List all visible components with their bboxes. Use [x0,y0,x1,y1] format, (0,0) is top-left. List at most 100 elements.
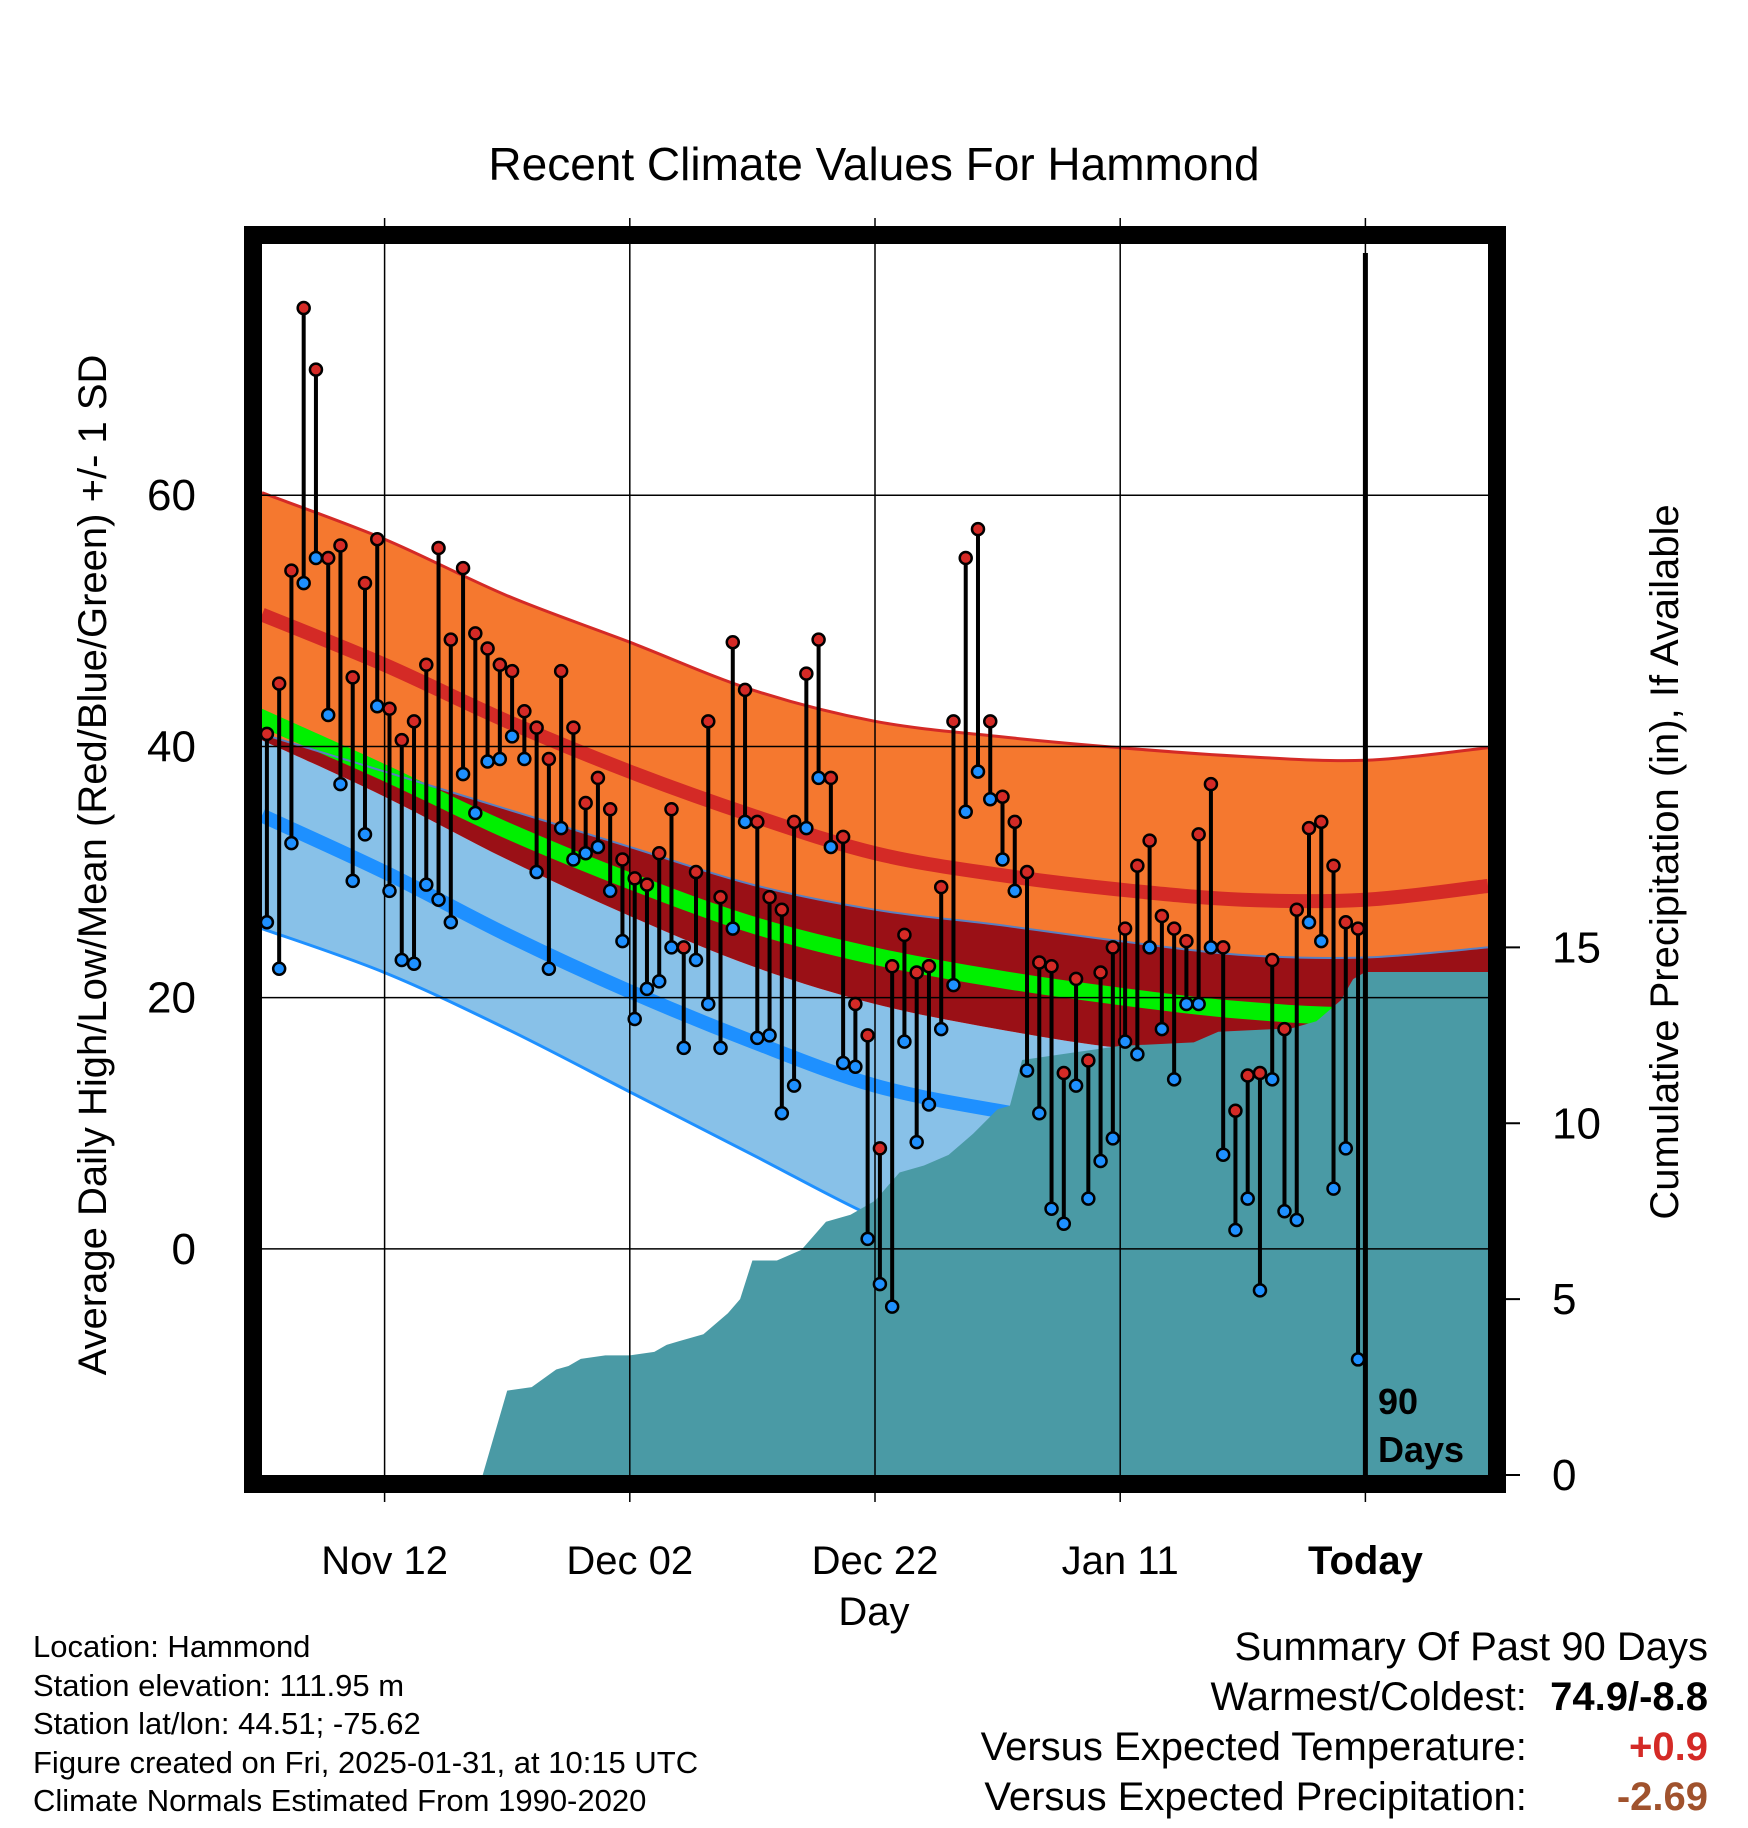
low-dot [357,827,373,842]
high-dot [1240,1068,1255,1083]
low-dot [1338,1141,1354,1156]
low-dot [394,952,410,968]
low-dot [259,915,275,930]
low-dot [320,707,336,723]
high-dot [406,714,422,729]
low-dot [651,974,667,989]
low-dot [431,892,446,907]
low-dot [982,791,998,807]
high-dot [786,814,802,830]
high-dot [811,632,826,647]
high-dot [1044,959,1059,974]
low-dot [504,729,520,744]
high-dot [615,852,630,867]
high-dot [1314,814,1329,830]
low-dot [1301,915,1317,930]
high-dot [284,563,299,578]
low-dot [541,961,557,977]
low-dot [750,1030,765,1046]
low-dot [615,933,630,949]
y-tick-label: 20 [147,974,196,1023]
high-dot [1338,915,1354,930]
low-dot [737,814,753,830]
high-dot [369,531,385,547]
low-dot [1326,1181,1341,1196]
y-tick-label: 60 [147,471,196,520]
high-dot [394,732,410,748]
high-dot [970,521,986,537]
high-dot [1032,955,1047,970]
high-dot [1142,833,1157,848]
today-days-label-1: 90 [1378,1381,1418,1422]
high-dot [541,751,557,767]
high-dot [688,864,704,880]
high-dot [259,726,275,742]
low-dot [676,1040,691,1056]
warmest-coldest-row: Warmest/Coldest: 74.9/-8.8 [981,1672,1709,1722]
y2-tick-label: 5 [1552,1275,1576,1324]
low-dot [946,977,961,993]
today-days-label-2: Days [1378,1429,1464,1470]
plot-border [244,226,1506,1493]
low-dot [688,952,704,968]
low-dot [1203,940,1219,955]
elevation-line: Station elevation: 111.95 m [33,1667,405,1703]
low-dot [921,1097,937,1112]
high-dot [504,663,520,679]
low-dot [1019,1063,1035,1078]
high-dot [308,362,324,377]
axes: 0 20 40 60 0 5 10 15 Nov 12 Dec 02 Dec 22 Jan 11 Tod… [147,368,1601,1583]
y-axis-label: Average Daily High/Low/Mean (Red/Blue/Gr… [71,355,115,1376]
high-dot [627,871,642,886]
high-dot [517,704,532,719]
high-dot [1019,864,1035,880]
low-dot [1081,1191,1096,1206]
low-dot [725,921,741,936]
high-dot [639,877,655,892]
low-dot [786,1078,802,1093]
low-dot [406,956,422,972]
high-dot [271,676,287,691]
temp-anomaly-row: Versus Expected Temperature: +0.9 [981,1722,1708,1772]
low-dot [382,883,397,899]
low-dot [480,754,495,769]
low-dot [1277,1203,1292,1219]
high-dot [823,770,839,786]
high-dot [1179,933,1194,949]
x-tick-label: Today [1308,1539,1424,1583]
low-dot [1154,1021,1170,1037]
low-dot [823,839,839,855]
summary-panel: Summary Of Past 90 Days Warmest/Coldest:… [981,1622,1708,1822]
low-dot [308,550,324,566]
high-dot [909,965,924,980]
y-tick-label: 0 [172,1225,196,1274]
high-dot [431,540,446,556]
low-dot [602,883,618,899]
high-dot [933,879,949,895]
low-dot [1228,1222,1243,1238]
low-dot [1191,996,1206,1012]
y2-tick-label: 0 [1552,1451,1576,1500]
low-dot [1044,1201,1059,1216]
x-axis-label: Day [838,1590,909,1634]
high-dot [921,959,937,974]
low-dot [492,751,508,767]
high-dot [578,795,593,811]
low-dot [860,1231,875,1247]
low-dot [517,751,532,767]
low-dot [884,1299,900,1314]
warmest-coldest-value: 74.9/-8.8 [1550,1675,1708,1719]
low-dot [639,981,655,997]
low-dot [1289,1212,1304,1228]
x-tick-label: Nov 12 [321,1539,448,1583]
low-dot [1240,1191,1255,1206]
high-dot [799,666,814,681]
low-dot [627,1011,642,1027]
low-dot [811,770,826,786]
low-dot [1166,1072,1182,1087]
precip-anomaly-row: Versus Expected Precipitation: -2.69 [981,1772,1708,1822]
high-dot [995,789,1010,804]
low-dot [1252,1283,1268,1298]
low-dot [271,961,287,977]
